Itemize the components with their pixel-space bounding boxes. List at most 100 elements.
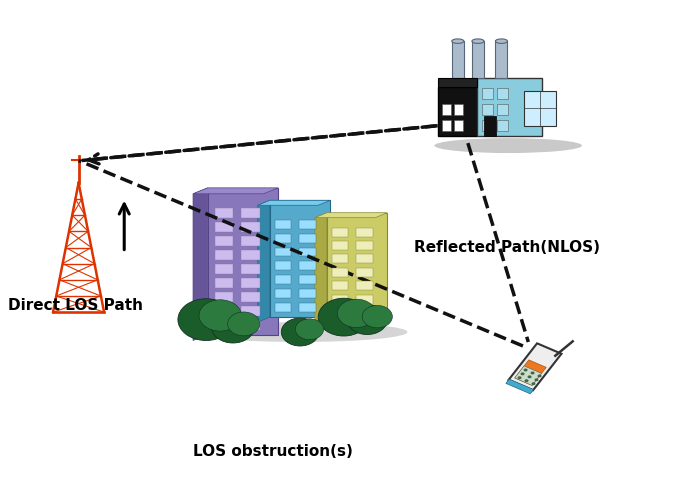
- Bar: [299, 303, 315, 312]
- Bar: [299, 234, 315, 242]
- Bar: [357, 228, 373, 236]
- Bar: [299, 220, 315, 228]
- Bar: [214, 292, 233, 302]
- Polygon shape: [193, 188, 208, 340]
- Polygon shape: [315, 212, 327, 327]
- Bar: [275, 220, 291, 228]
- Polygon shape: [437, 78, 477, 87]
- Circle shape: [362, 306, 392, 328]
- Bar: [332, 241, 348, 250]
- Bar: [299, 248, 315, 256]
- Bar: [241, 250, 260, 260]
- Ellipse shape: [193, 322, 408, 342]
- Bar: [357, 294, 373, 304]
- Ellipse shape: [452, 39, 464, 44]
- Bar: [299, 262, 315, 270]
- Bar: [332, 294, 348, 304]
- Bar: [214, 264, 233, 274]
- Bar: [275, 248, 291, 256]
- Bar: [332, 268, 348, 277]
- Bar: [214, 208, 233, 218]
- Bar: [484, 116, 496, 136]
- Text: LOS obstruction(s): LOS obstruction(s): [193, 444, 353, 460]
- Ellipse shape: [495, 39, 508, 44]
- Bar: [483, 104, 493, 115]
- Circle shape: [524, 379, 528, 382]
- Bar: [497, 120, 508, 130]
- Bar: [441, 120, 451, 130]
- Bar: [357, 308, 373, 317]
- Bar: [214, 278, 233, 288]
- Circle shape: [228, 312, 259, 336]
- Bar: [483, 88, 493, 99]
- Bar: [454, 120, 463, 130]
- Bar: [497, 88, 508, 99]
- Polygon shape: [509, 344, 561, 390]
- Bar: [275, 262, 291, 270]
- Circle shape: [538, 374, 541, 378]
- Bar: [472, 41, 484, 78]
- Bar: [477, 78, 541, 136]
- Bar: [241, 208, 260, 218]
- Bar: [327, 212, 388, 322]
- Bar: [241, 278, 260, 288]
- Circle shape: [347, 304, 388, 334]
- Bar: [241, 236, 260, 246]
- Bar: [357, 268, 373, 277]
- Bar: [497, 104, 508, 115]
- Circle shape: [534, 378, 539, 382]
- Text: Direct LOS Path: Direct LOS Path: [8, 298, 143, 312]
- Polygon shape: [257, 200, 270, 322]
- Circle shape: [532, 382, 536, 385]
- Bar: [241, 320, 260, 330]
- Bar: [437, 87, 477, 136]
- Bar: [275, 276, 291, 284]
- Bar: [208, 188, 278, 334]
- Circle shape: [178, 298, 235, 341]
- Circle shape: [530, 372, 534, 374]
- Bar: [241, 264, 260, 274]
- Polygon shape: [193, 188, 278, 194]
- Circle shape: [295, 319, 324, 340]
- Polygon shape: [506, 379, 534, 394]
- Bar: [332, 228, 348, 236]
- Text: Reflected Path(NLOS): Reflected Path(NLOS): [415, 240, 600, 256]
- Bar: [214, 306, 233, 316]
- Bar: [214, 222, 233, 232]
- Circle shape: [281, 318, 319, 346]
- Circle shape: [520, 372, 524, 376]
- Circle shape: [528, 376, 532, 378]
- Bar: [299, 276, 315, 284]
- Bar: [454, 104, 463, 115]
- Bar: [524, 91, 556, 126]
- Bar: [452, 41, 464, 78]
- Bar: [332, 282, 348, 290]
- Bar: [441, 104, 451, 115]
- Bar: [214, 250, 233, 260]
- Ellipse shape: [472, 39, 484, 44]
- Circle shape: [212, 311, 255, 343]
- Circle shape: [337, 299, 375, 328]
- Polygon shape: [515, 366, 541, 386]
- Bar: [275, 290, 291, 298]
- Bar: [357, 241, 373, 250]
- Bar: [275, 234, 291, 242]
- Polygon shape: [257, 200, 330, 205]
- Bar: [241, 306, 260, 316]
- Bar: [299, 290, 315, 298]
- Bar: [332, 308, 348, 317]
- Bar: [357, 282, 373, 290]
- Circle shape: [524, 368, 528, 372]
- Bar: [214, 320, 233, 330]
- Circle shape: [518, 376, 522, 379]
- Bar: [270, 200, 330, 317]
- Polygon shape: [315, 212, 388, 218]
- Bar: [241, 292, 260, 302]
- Bar: [483, 120, 493, 130]
- Bar: [332, 254, 348, 264]
- Ellipse shape: [434, 138, 582, 153]
- Circle shape: [318, 298, 369, 336]
- Bar: [214, 236, 233, 246]
- Circle shape: [199, 300, 241, 331]
- Polygon shape: [515, 360, 546, 386]
